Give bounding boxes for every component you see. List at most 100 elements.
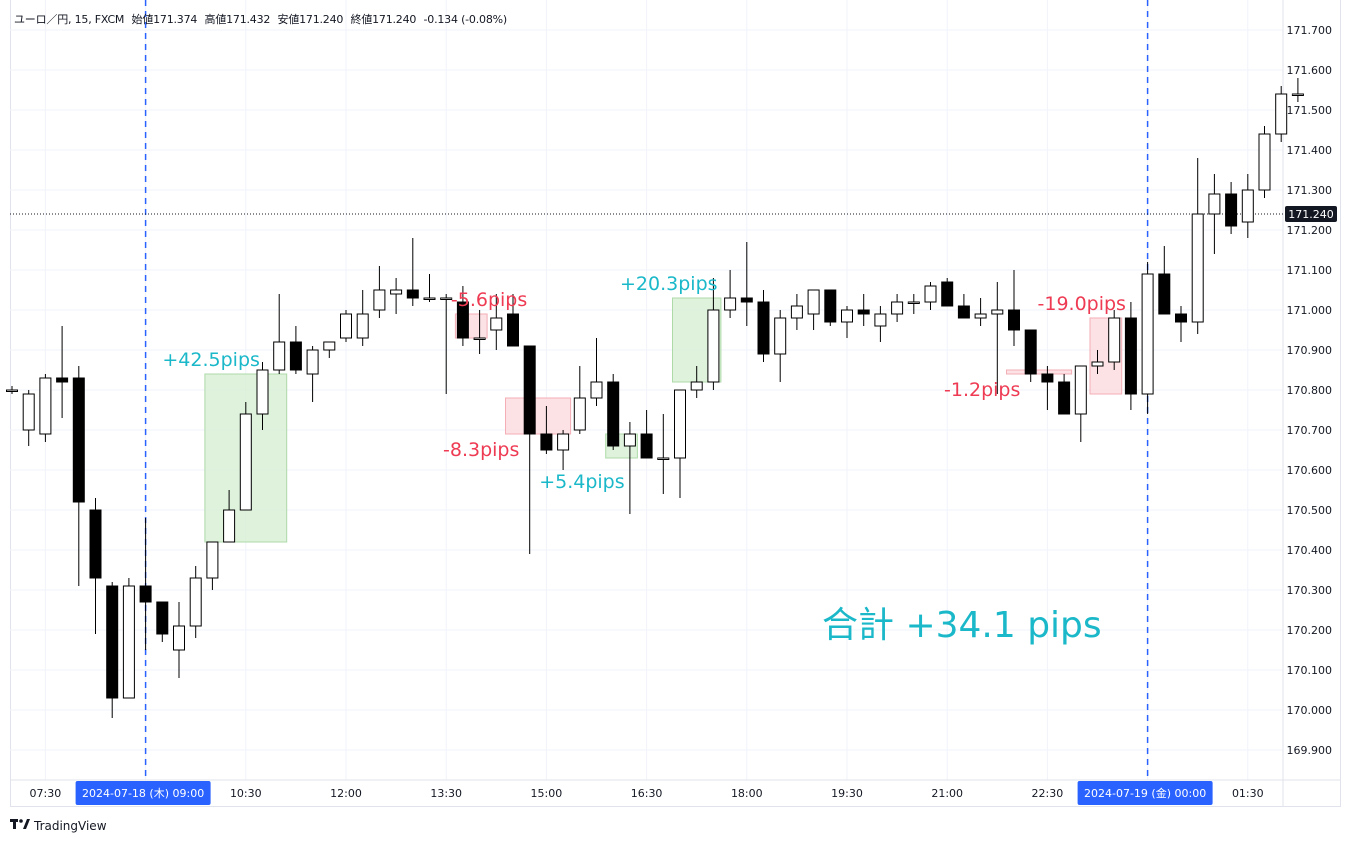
y-tick-label: 170.100 <box>1287 664 1333 677</box>
candle-up <box>223 509 236 543</box>
candle-up <box>273 341 286 371</box>
candle-up <box>390 289 403 295</box>
x-axis-time-label: 16:30 <box>631 787 663 800</box>
candle-up <box>473 337 486 340</box>
candle-up <box>1208 193 1221 215</box>
candle-down <box>857 309 870 315</box>
candle-up <box>573 397 586 431</box>
x-axis-time-label: 21:00 <box>931 787 963 800</box>
legend-low: 安値171.240 <box>277 13 344 26</box>
candle-down <box>1008 309 1020 331</box>
y-tick-label: 170.200 <box>1287 624 1333 637</box>
candle-down <box>640 433 653 459</box>
candle-down <box>941 281 954 307</box>
candle-up <box>173 625 185 651</box>
tradingview-logo-icon <box>10 818 30 833</box>
legend-open: 始値171.374 <box>131 13 198 26</box>
candle-up <box>1291 93 1304 96</box>
candle-up <box>440 297 453 300</box>
candle-down <box>957 305 970 319</box>
x-axis-time-label: 18:00 <box>731 787 763 800</box>
candle-down <box>56 377 69 383</box>
win-pips-label: +5.4pips <box>539 471 624 493</box>
candle-up <box>189 577 202 627</box>
candle-down <box>1158 273 1171 315</box>
candle-down <box>507 313 519 347</box>
candle-up <box>256 369 269 415</box>
y-tick-label: 169.900 <box>1287 744 1333 757</box>
x-axis-time-label: 22:30 <box>1032 787 1064 800</box>
loss-pips-label: -8.3pips <box>443 439 519 461</box>
candle-down <box>1225 193 1238 227</box>
date-highlight-tag <box>75 781 211 805</box>
y-tick-label: 171.300 <box>1287 184 1333 197</box>
candle-up <box>239 413 252 511</box>
candle-up <box>841 309 853 323</box>
candle-up <box>1258 133 1271 191</box>
legend-symbol: ユーロ／円, 15, FXCM <box>14 13 125 26</box>
candle-down <box>156 601 169 635</box>
x-axis-time-label: 10:30 <box>230 787 262 800</box>
legend-close: 終値171.240 <box>350 13 417 26</box>
date-highlight-tag <box>1077 781 1213 805</box>
legend-change: -0.134 (-0.08%) <box>423 13 508 26</box>
candle-up <box>306 349 319 375</box>
loss-pips-label: -19.0pips <box>1038 293 1126 315</box>
y-tick-label: 170.700 <box>1287 424 1333 437</box>
candle-up <box>991 309 1004 315</box>
y-tick-label: 171.700 <box>1287 24 1333 37</box>
current-price-tag-label: 171.240 <box>1288 208 1334 221</box>
y-tick-label: 171.200 <box>1287 224 1333 237</box>
candle-up <box>1108 317 1121 363</box>
candle-up <box>657 457 670 460</box>
candle-up <box>206 541 219 579</box>
candle-up <box>356 313 369 339</box>
chart-frame <box>10 0 1341 807</box>
candle-up <box>1091 361 1104 367</box>
candle-down <box>72 377 85 503</box>
y-tick-label: 171.400 <box>1287 144 1333 157</box>
candle-up <box>340 313 352 339</box>
candle-up <box>924 285 937 303</box>
y-tick-label: 170.600 <box>1287 464 1333 477</box>
candle-up <box>707 309 720 383</box>
candle-up <box>774 317 787 355</box>
win-pips-label: +20.3pips <box>620 273 718 295</box>
tradingview-branding[interactable]: TradingView <box>10 818 107 833</box>
y-tick-label: 171.100 <box>1287 264 1333 277</box>
total-pips-label: 合計 +34.1 pips <box>822 605 1102 646</box>
candle-up <box>122 585 135 699</box>
candle-down <box>1175 313 1187 323</box>
x-axis-time-label: 01:30 <box>1232 787 1264 800</box>
candle-down <box>523 345 536 435</box>
y-tick-label: 170.900 <box>1287 344 1333 357</box>
candle-up <box>690 381 703 391</box>
candle-down <box>757 301 770 355</box>
candle-up <box>373 289 386 311</box>
candle-up <box>490 317 503 331</box>
candle-up <box>1275 93 1288 135</box>
x-axis-time-label: 15:00 <box>531 787 563 800</box>
candle-up <box>807 289 820 315</box>
candle-up <box>6 389 18 392</box>
x-axis-date-label: 2024-07-19 (金) 00:00 <box>1084 786 1206 800</box>
candle-up <box>323 341 336 351</box>
loss-pips-label: -5.6pips <box>451 289 527 311</box>
candle-up <box>974 313 987 319</box>
candle-up <box>423 297 436 300</box>
y-tick-label: 171.600 <box>1287 64 1333 77</box>
x-axis-time-label: 13:30 <box>430 787 462 800</box>
x-axis-time-label: 07:30 <box>30 787 62 800</box>
x-axis-date-label: 2024-07-18 (木) 09:00 <box>82 787 204 800</box>
legend-high: 高値171.432 <box>204 13 271 26</box>
candle-up <box>39 377 52 435</box>
candle-up <box>790 305 803 319</box>
y-tick-label: 170.400 <box>1287 544 1333 557</box>
candle-down <box>89 509 102 579</box>
candle-up <box>674 389 686 459</box>
candle-down <box>1058 381 1071 415</box>
candle-down <box>106 585 119 699</box>
candle-up <box>891 301 904 315</box>
loss-trade-box <box>505 397 572 435</box>
